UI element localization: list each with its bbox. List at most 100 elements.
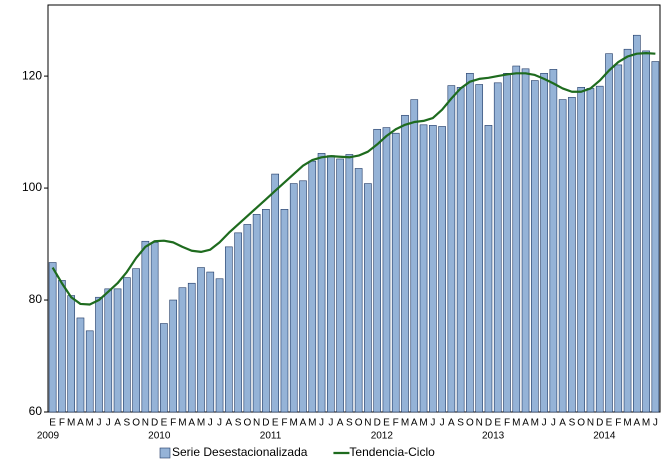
- x-tick-label: M: [67, 418, 75, 429]
- bar: [271, 173, 280, 413]
- x-tick-label: J: [440, 418, 445, 429]
- bar: [289, 183, 298, 413]
- x-tick-label: E: [494, 418, 501, 429]
- bar: [150, 242, 159, 413]
- bar: [85, 330, 94, 413]
- x-tick-label: J: [653, 418, 658, 429]
- x-tick-label: N: [364, 418, 371, 429]
- bar: [373, 128, 382, 413]
- bar: [530, 80, 539, 413]
- bar: [354, 168, 363, 413]
- x-tick-label: F: [615, 418, 621, 429]
- bar: [493, 82, 502, 413]
- x-tick-label: M: [531, 418, 539, 429]
- year-label: 2011: [260, 431, 282, 442]
- bar: [428, 125, 437, 413]
- x-tick-label: M: [642, 418, 650, 429]
- x-tick-label: M: [419, 418, 427, 429]
- year-label: 2012: [371, 431, 394, 442]
- bar: [447, 85, 456, 413]
- bar: [484, 125, 493, 413]
- bar: [651, 61, 660, 413]
- bar: [466, 72, 474, 413]
- x-tick-label: A: [448, 418, 455, 429]
- x-tick-label: M: [512, 418, 520, 429]
- x-tick-label: A: [559, 418, 566, 429]
- bar: [391, 132, 400, 413]
- bar: [141, 240, 150, 413]
- bar: [113, 288, 122, 413]
- x-tick-label: A: [225, 418, 232, 429]
- x-tick-label: O: [466, 418, 474, 429]
- legend-label: Tendencia-Ciclo: [349, 445, 435, 459]
- bar: [206, 271, 215, 413]
- x-tick-label: D: [374, 418, 381, 429]
- bar: [605, 53, 613, 413]
- x-tick-label: A: [411, 418, 418, 429]
- x-tick-label: J: [97, 418, 102, 429]
- bar: [132, 268, 140, 413]
- bar: [160, 323, 168, 413]
- bar: [243, 224, 252, 413]
- bar: [577, 86, 586, 413]
- bar: [595, 85, 604, 413]
- bar: [568, 97, 576, 413]
- bar: [67, 295, 76, 413]
- bar: [48, 262, 57, 413]
- x-tick-label: E: [272, 418, 279, 429]
- x-tick-label: A: [633, 418, 640, 429]
- bar: [512, 65, 521, 413]
- bar: [336, 158, 344, 413]
- x-tick-label: A: [77, 418, 84, 429]
- x-tick-label: J: [542, 418, 547, 429]
- bar: [197, 267, 205, 413]
- bar: [234, 232, 242, 413]
- x-tick-label: A: [522, 418, 529, 429]
- bar: [586, 88, 595, 413]
- bar: [215, 278, 224, 413]
- bar: [614, 64, 623, 413]
- y-tick-label: 80: [29, 292, 43, 306]
- bar: [540, 72, 548, 413]
- x-tick-label: O: [132, 418, 140, 429]
- x-tick-label: F: [281, 418, 287, 429]
- bar: [549, 69, 558, 413]
- x-tick-label: A: [114, 418, 121, 429]
- legend-label: Serie Desestacionalizada: [172, 445, 308, 459]
- y-tick-label: 100: [22, 180, 42, 194]
- bar: [345, 154, 354, 413]
- x-tick-label: F: [393, 418, 399, 429]
- x-tick-label: J: [217, 418, 222, 429]
- bar: [169, 299, 178, 413]
- legend-swatch: [159, 447, 171, 459]
- x-tick-label: F: [59, 418, 65, 429]
- bar: [326, 155, 335, 413]
- x-tick-label: S: [123, 418, 130, 429]
- trend-line: [51, 52, 656, 306]
- x-tick-label: M: [623, 418, 631, 429]
- x-tick-label: J: [106, 418, 111, 429]
- x-tick-label: F: [170, 418, 176, 429]
- x-tick-label: M: [290, 418, 298, 429]
- bar: [76, 317, 85, 413]
- x-tick-label: D: [151, 418, 158, 429]
- bar: [308, 160, 317, 413]
- year-label: 2009: [37, 431, 60, 442]
- bar: [642, 50, 650, 413]
- x-tick-label: A: [337, 418, 344, 429]
- x-tick-label: E: [606, 418, 613, 429]
- x-tick-label: E: [161, 418, 168, 429]
- x-tick-label: A: [300, 418, 307, 429]
- x-tick-label: J: [551, 418, 556, 429]
- x-tick-label: S: [235, 418, 242, 429]
- x-tick-label: N: [476, 418, 483, 429]
- x-tick-label: N: [587, 418, 594, 429]
- year-label: 2010: [148, 431, 171, 442]
- y-tick-label: 120: [22, 68, 42, 82]
- x-tick-label: E: [49, 418, 56, 429]
- bar: [382, 127, 391, 413]
- bar: [410, 99, 419, 413]
- x-tick-label: S: [569, 418, 576, 429]
- bar: [187, 282, 196, 413]
- x-tick-label: M: [197, 418, 205, 429]
